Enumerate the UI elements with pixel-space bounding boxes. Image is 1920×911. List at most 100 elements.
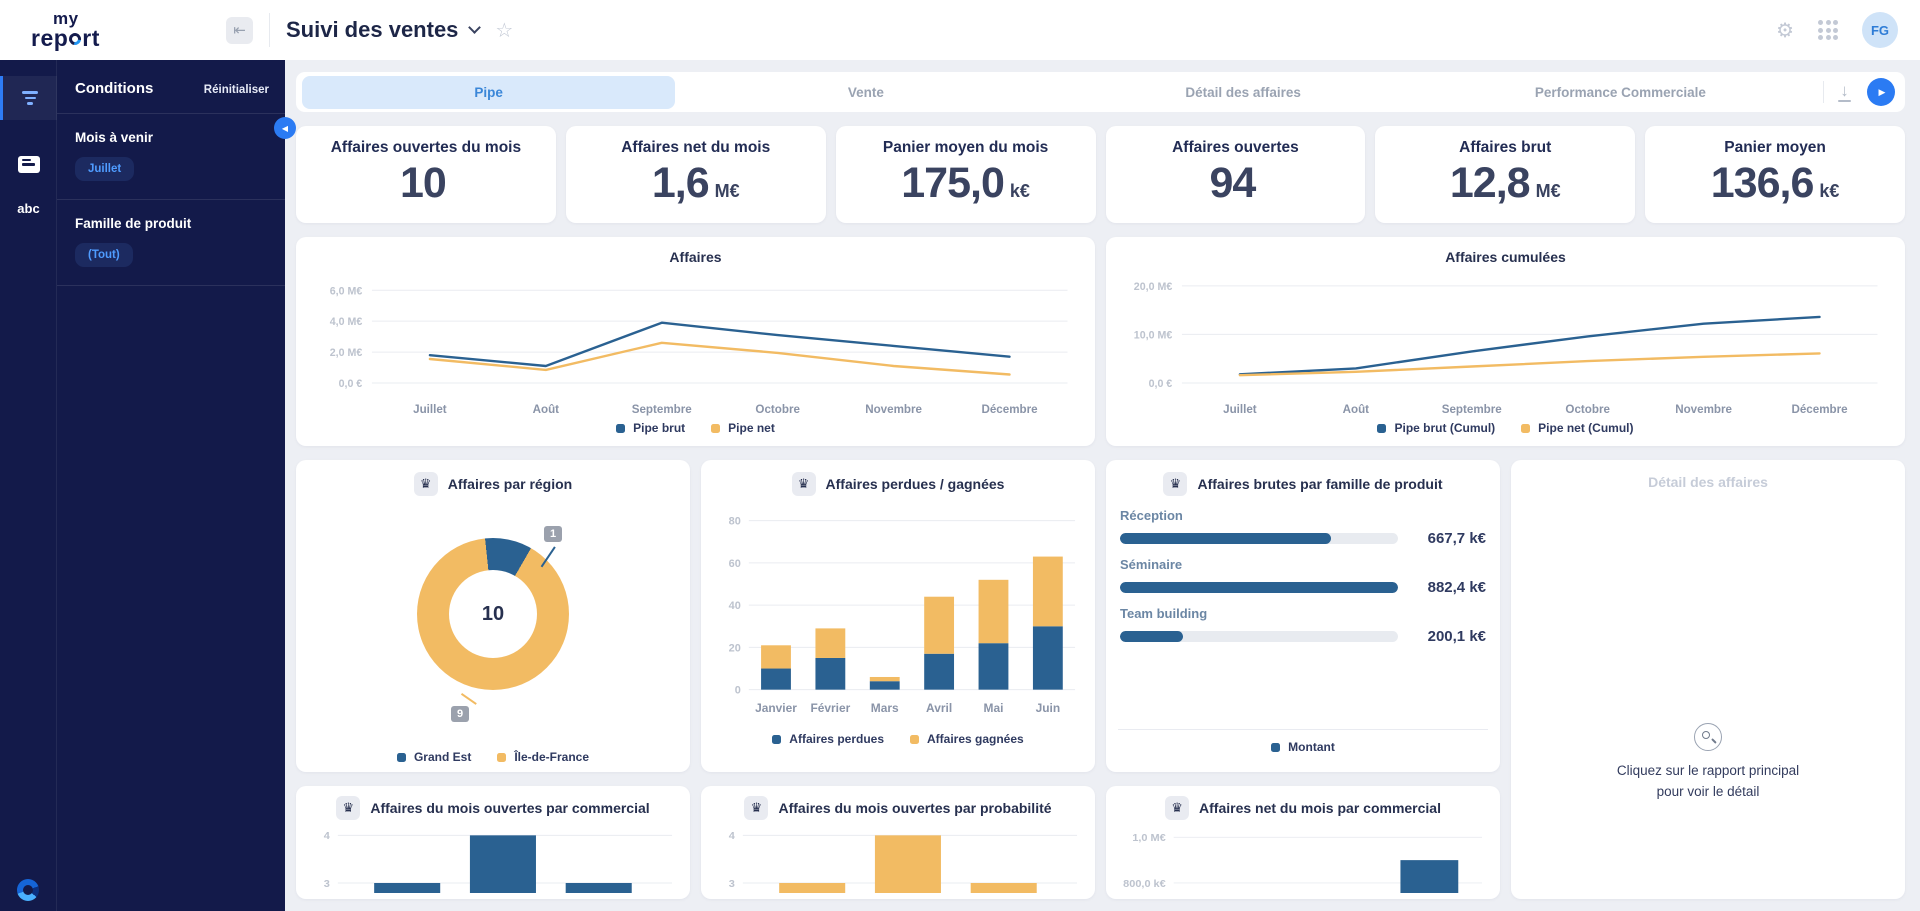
- legend-dot: [1377, 423, 1387, 433]
- hbar-label: Séminaire: [1120, 557, 1183, 572]
- apps-grid-icon[interactable]: [1818, 20, 1838, 40]
- affaires-cumulees-line-chart[interactable]: 0,0 € 10,0 M€ 20,0 M€ Juillet Août Septembre O…: [1118, 267, 1893, 419]
- tab-performance-commerciale[interactable]: Performance Commerciale: [1534, 84, 1706, 100]
- chart-title: Affaires brutes par famille de produit: [1197, 476, 1443, 492]
- lower-charts-grid: ♛ Affaires par région 10 1 9 Grand Est Îl…: [296, 460, 1905, 899]
- avatar[interactable]: FG: [1862, 12, 1898, 48]
- star-favorite-icon[interactable]: ☆: [495, 19, 514, 42]
- conditions-panel: Conditions Réinitialiser Mois à venir Ju…: [57, 60, 285, 911]
- sidebar-item-abc[interactable]: abc: [0, 186, 57, 230]
- panel-divider: [57, 199, 285, 200]
- svg-text:Décembre: Décembre: [1791, 402, 1848, 416]
- svg-text:Mars: Mars: [871, 701, 899, 715]
- sidebar-item-filters[interactable]: [0, 76, 57, 120]
- gear-icon[interactable]: ⚙: [1776, 19, 1794, 42]
- kpi-title: Affaires net du mois: [621, 139, 771, 156]
- filters-sidebar: abc Conditions Réinitialiser Mois à veni…: [0, 60, 285, 911]
- tab-detail-affaires[interactable]: Détail des affaires: [1185, 84, 1301, 100]
- affaires-line-chart[interactable]: 0,0 € 2,0 M€ 4,0 M€ 6,0 M€ Juillet Août Septem…: [308, 267, 1083, 419]
- hbar-fill: [1120, 631, 1184, 642]
- hbar-fill: [1120, 582, 1399, 593]
- svg-text:Août: Août: [1343, 402, 1370, 416]
- play-button[interactable]: ▶: [1867, 78, 1895, 106]
- chart-legend: Pipe brut Pipe net: [308, 421, 1083, 435]
- region-donut[interactable]: 10: [417, 538, 569, 690]
- detail-panel-title: Détail des affaires: [1648, 474, 1768, 490]
- hbar-label: Team building: [1120, 606, 1208, 621]
- filter-chip-product-family[interactable]: (Tout): [75, 243, 133, 267]
- legend-item: Pipe net: [711, 421, 775, 435]
- kpi-value: 1,6: [651, 159, 710, 207]
- chart-title: Affaires cumulées: [1445, 249, 1566, 265]
- legend-item: Île-de-France: [497, 750, 589, 764]
- line-charts-row: Affaires 0,0 €2,0 M€ 4,0 M€ 6,0 M€ Juillet A…: [296, 237, 1905, 446]
- chevron-down-icon[interactable]: [468, 21, 482, 34]
- net-commercial-bar-chart[interactable]: 1,0 M€ 800,0 k€: [1118, 822, 1488, 893]
- svg-text:Mai: Mai: [984, 701, 1004, 715]
- svg-text:1,0 M€: 1,0 M€: [1132, 832, 1165, 844]
- detail-des-affaires-panel[interactable]: Détail des affaires Cliquez sur le rappo…: [1511, 460, 1905, 899]
- kpi-card-affaires-ouvertes-mois: Affaires ouvertes du mois 10: [296, 126, 556, 223]
- chart-title: Affaires du mois ouvertes par commercial: [370, 800, 650, 816]
- legend-item: Affaires perdues: [772, 732, 884, 746]
- sidebar-item-report[interactable]: [0, 142, 57, 186]
- logo-line2: rep rt: [31, 25, 100, 51]
- legend-dot: [910, 734, 919, 744]
- svg-text:3: 3: [729, 878, 735, 890]
- filter-chip-month[interactable]: Juillet: [75, 157, 135, 181]
- legend-item: Affaires gagnées: [910, 732, 1024, 746]
- kpi-title: Affaires ouvertes du mois: [330, 139, 522, 156]
- tab-vente[interactable]: Vente: [847, 84, 884, 100]
- sidebar-toggle-button[interactable]: ◀: [274, 117, 296, 139]
- report-card-icon: [17, 155, 40, 173]
- kpi-unit: k€: [1819, 181, 1840, 201]
- hbar-row[interactable]: 882,4 k€: [1120, 579, 1486, 596]
- callout-line-ile-de-france: [461, 692, 477, 705]
- chart-legend: Montant: [1120, 740, 1486, 754]
- svg-text:Septembre: Septembre: [632, 402, 692, 416]
- kpi-value: 175,0: [901, 159, 1005, 207]
- chart-title: Affaires perdues / gagnées: [825, 476, 1005, 492]
- sidebar-icon-rail: abc: [0, 60, 57, 911]
- kpi-row: Affaires ouvertes du mois 10 Affaires ne…: [296, 126, 1905, 223]
- kpi-value: 12,8: [1449, 159, 1531, 207]
- filter-icon: [22, 91, 38, 105]
- affaires-net-mois-par-commercial-card: ♛ Affaires net du mois par commercial 1,…: [1106, 786, 1500, 899]
- kpi-value: 136,6: [1710, 159, 1815, 207]
- kpi-title: Affaires ouvertes: [1172, 139, 1299, 156]
- download-icon[interactable]: ↓: [1838, 82, 1851, 102]
- svg-text:Octobre: Octobre: [1565, 402, 1610, 416]
- affaires-mois-par-commercial-card: ♛ Affaires du mois ouvertes par commerci…: [296, 786, 690, 899]
- kpi-unit: k€: [1009, 181, 1030, 201]
- reset-filters-link[interactable]: Réinitialiser: [203, 84, 269, 96]
- filter-label: Mois à venir: [75, 130, 154, 145]
- kpi-value: 94: [1209, 159, 1256, 207]
- probabilite-bar-chart[interactable]: 43: [713, 822, 1083, 893]
- filter-section-month: Mois à venir Juillet: [75, 114, 269, 181]
- chart-title: Affaires: [669, 249, 722, 265]
- tab-pipe[interactable]: Pipe: [302, 75, 676, 109]
- svg-text:Juillet: Juillet: [1223, 402, 1257, 416]
- svg-text:Septembre: Septembre: [1442, 402, 1502, 416]
- affaires-brutes-famille-card: ♛ Affaires brutes par famille de produit…: [1106, 460, 1500, 772]
- hbar-track: [1120, 631, 1399, 642]
- legend-dot: [616, 423, 626, 433]
- hbar-row[interactable]: 667,7 k€: [1120, 530, 1486, 547]
- hbar-row[interactable]: 200,1 k€: [1120, 628, 1486, 645]
- myreport-logo: my rep rt: [31, 10, 153, 50]
- crown-icon: ♛: [744, 796, 769, 820]
- commercial-bar-chart[interactable]: 43: [308, 822, 678, 893]
- svg-text:6,0 M€: 6,0 M€: [330, 285, 363, 297]
- perdues-gagnees-stacked-chart[interactable]: 0 20 40 60 80 Janvier Février Mars Avril Mai Juin: [713, 498, 1083, 730]
- famille-rows[interactable]: Réception 667,7 k€ Séminaire 882,4 k€ Team b…: [1120, 498, 1486, 645]
- collapse-sidebar-icon[interactable]: ⇤: [226, 16, 253, 44]
- chart-legend: Affaires perdues Affaires gagnées: [713, 732, 1083, 746]
- kpi-card-affaires-brut: Affaires brut 12,8 M€: [1375, 126, 1636, 223]
- donut-center-total: 10: [449, 570, 537, 658]
- svg-text:0: 0: [735, 685, 741, 697]
- svg-text:60: 60: [729, 558, 741, 570]
- chart-legend: Pipe brut (Cumul) Pipe net (Cumul): [1118, 421, 1893, 435]
- callout-badge-grand-est: 1: [544, 526, 563, 542]
- logo-o-dot: [66, 30, 84, 47]
- kpi-title: Affaires brut: [1459, 139, 1552, 156]
